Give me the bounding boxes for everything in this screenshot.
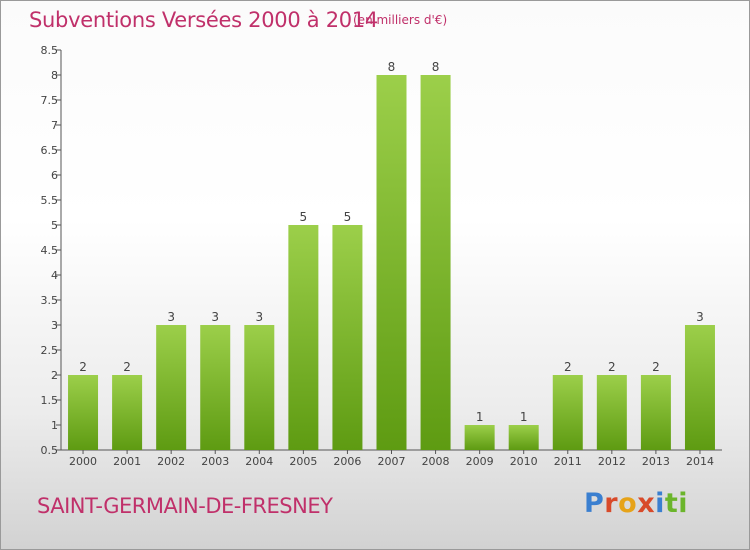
bar xyxy=(596,375,627,450)
chart-title: Subventions Versées 2000 à 2014 xyxy=(29,8,378,32)
bar-value-label: 3 xyxy=(167,310,175,324)
bar-value-label: 3 xyxy=(696,310,704,324)
y-tick-label: 3.5 xyxy=(41,294,59,307)
x-tick-label: 2011 xyxy=(554,455,582,468)
y-tick-label: 5.5 xyxy=(41,194,59,207)
x-tick-label: 2005 xyxy=(289,455,317,468)
bar xyxy=(420,75,451,450)
y-tick-label: 4 xyxy=(51,269,58,282)
bar-value-label: 2 xyxy=(123,360,131,374)
y-tick-label: 4.5 xyxy=(41,244,59,257)
y-tick-label: 8 xyxy=(51,69,58,82)
bar-value-label: 2 xyxy=(564,360,572,374)
x-tick-label: 2014 xyxy=(686,455,714,468)
y-tick-label: 6 xyxy=(51,169,58,182)
bar xyxy=(200,325,231,450)
y-tick-label: 1 xyxy=(51,419,58,432)
bar xyxy=(332,225,363,450)
bar-value-label: 2 xyxy=(608,360,616,374)
bar xyxy=(552,375,583,450)
x-tick-label: 2001 xyxy=(113,455,141,468)
y-tick-label: 2.5 xyxy=(41,344,59,357)
bar-value-label: 3 xyxy=(255,310,263,324)
bar xyxy=(508,425,539,450)
bar xyxy=(684,325,715,450)
bar-value-label: 8 xyxy=(388,60,396,74)
bar xyxy=(376,75,407,450)
bar xyxy=(156,325,187,450)
bar-value-label: 1 xyxy=(476,410,484,424)
y-tick-label: 2 xyxy=(51,369,58,382)
y-tick-label: 6.5 xyxy=(41,144,59,157)
bar xyxy=(464,425,495,450)
commune-name: SAINT-GERMAIN-DE-FRESNEY xyxy=(37,494,333,518)
y-tick-label: 1.5 xyxy=(41,394,59,407)
y-tick-label: 5 xyxy=(51,219,58,232)
y-tick-label: 0.5 xyxy=(41,444,59,457)
x-tick-label: 2000 xyxy=(69,455,97,468)
y-tick-label: 7 xyxy=(51,119,58,132)
bar xyxy=(112,375,143,450)
x-tick-label: 2007 xyxy=(378,455,406,468)
x-tick-label: 2008 xyxy=(422,455,450,468)
bar xyxy=(68,375,99,450)
x-tick-label: 2003 xyxy=(201,455,229,468)
bar-value-label: 2 xyxy=(79,360,87,374)
bar-value-label: 8 xyxy=(432,60,440,74)
x-tick-label: 2010 xyxy=(510,455,538,468)
bar xyxy=(288,225,319,450)
bar-value-label: 1 xyxy=(520,410,528,424)
y-tick-label: 8.5 xyxy=(41,44,59,57)
x-tick-label: 2002 xyxy=(157,455,185,468)
proxiti-logo: Proxiti xyxy=(584,488,689,519)
chart-subtitle: (en milliers d'€) xyxy=(353,13,448,27)
y-tick-label: 7.5 xyxy=(41,94,59,107)
bar-value-label: 5 xyxy=(300,210,308,224)
x-tick-label: 2013 xyxy=(642,455,670,468)
x-tick-label: 2012 xyxy=(598,455,626,468)
bar xyxy=(244,325,275,450)
bar xyxy=(640,375,671,450)
x-tick-label: 2004 xyxy=(245,455,273,468)
y-tick-label: 3 xyxy=(51,319,58,332)
bar-value-label: 5 xyxy=(344,210,352,224)
bar-value-label: 2 xyxy=(652,360,660,374)
x-tick-label: 2006 xyxy=(333,455,361,468)
x-tick-label: 2009 xyxy=(466,455,494,468)
bar-value-label: 3 xyxy=(211,310,219,324)
